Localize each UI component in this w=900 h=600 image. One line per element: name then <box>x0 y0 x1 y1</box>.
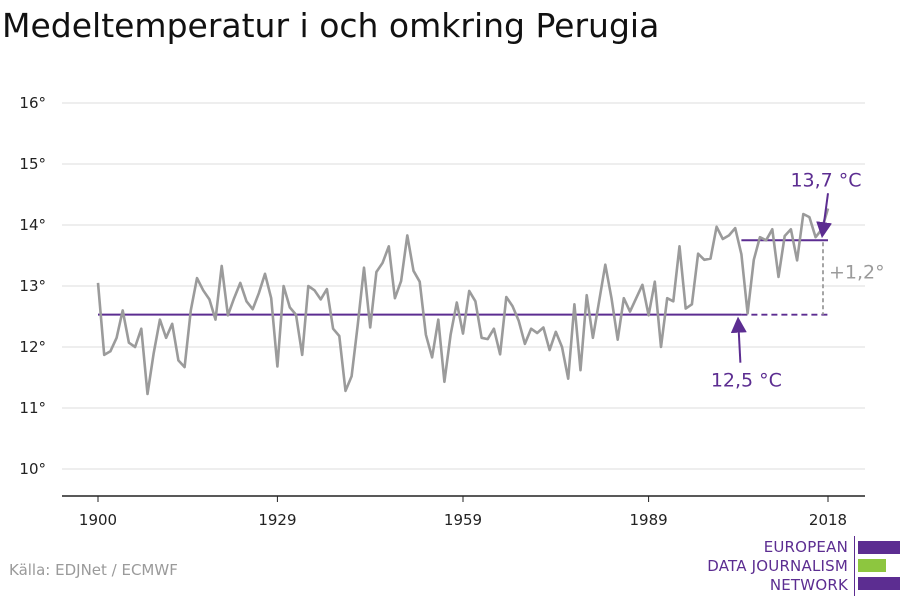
axes: 10° 11° 12° 13° 14° 15° 16° 1900 1929 1959 1989 201… <box>19 94 865 529</box>
logo-line-european: EUROPEAN <box>763 538 848 556</box>
y-tick-label: 10° <box>19 460 46 478</box>
reference-lines <box>98 239 828 316</box>
logo-bar-bottom <box>858 577 900 590</box>
temperature-series-line <box>96 208 830 396</box>
x-tick-label: 1959 <box>444 511 482 529</box>
x-tick-label: 2018 <box>809 511 847 529</box>
logo-line-network: NETWORK <box>769 576 848 594</box>
annotations: +1,2° 12,5 °C 13,7 °C <box>711 169 885 391</box>
recent-arrow <box>816 193 832 239</box>
source-note: Källa: EDJNet / ECMWF <box>9 561 178 579</box>
logo-bar-middle <box>858 559 886 572</box>
baseline-arrow <box>730 316 747 363</box>
y-tick-label: 12° <box>19 338 46 356</box>
series-layer <box>96 208 830 396</box>
x-tick-label: 1929 <box>258 511 296 529</box>
logo-divider <box>854 536 855 596</box>
difference-label: +1,2° <box>829 261 885 283</box>
x-tick-label: 1989 <box>629 511 667 529</box>
y-tick-label: 11° <box>19 399 46 417</box>
y-tick-label: 16° <box>19 94 46 112</box>
logo-bar-top <box>858 541 900 554</box>
baseline-mean-label: 12,5 °C <box>711 370 782 392</box>
y-tick-label: 13° <box>19 277 46 295</box>
edjnet-logo: EUROPEAN DATA JOURNALISM NETWORK <box>690 536 900 596</box>
y-tick-label: 15° <box>19 155 46 173</box>
x-tick-label: 1900 <box>79 511 117 529</box>
recent-mean-label: 13,7 °C <box>790 169 861 191</box>
y-tick-label: 14° <box>19 216 46 234</box>
chart-title: Medeltemperatur i och omkring Perugia <box>2 6 660 45</box>
logo-line-data-journalism: DATA JOURNALISM <box>707 557 848 575</box>
